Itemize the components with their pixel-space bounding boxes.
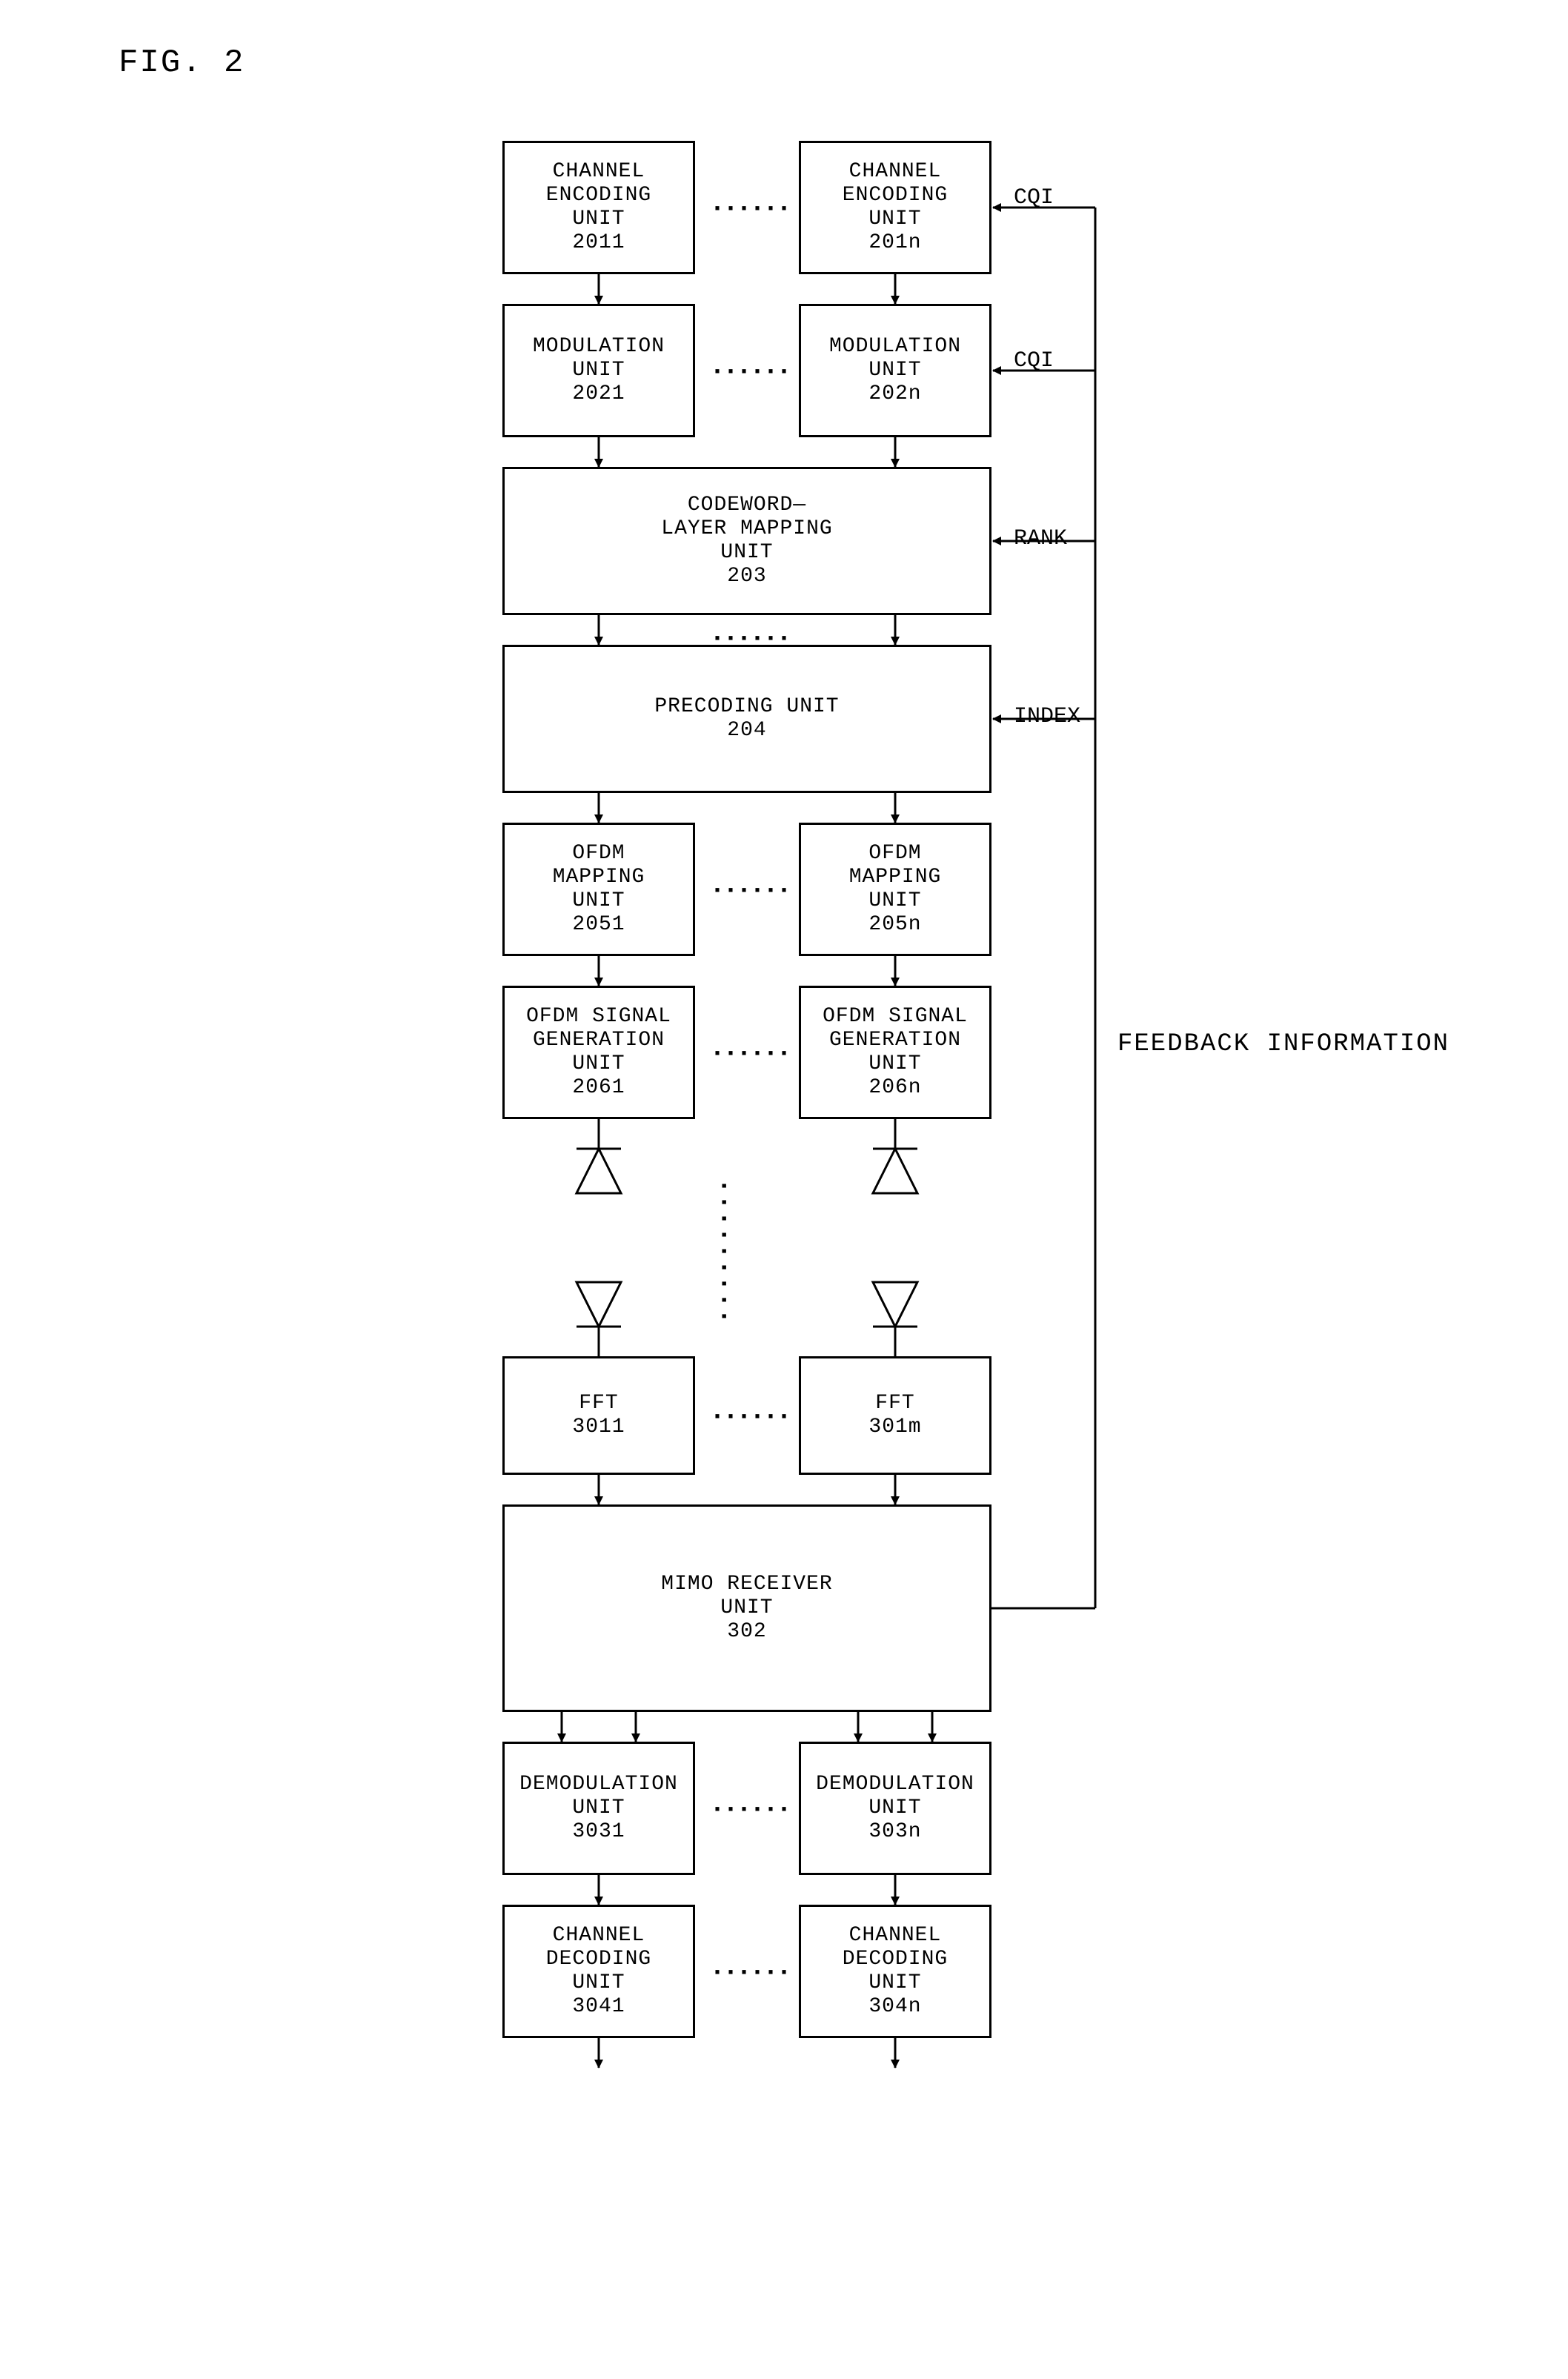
block-codeword-layer-mapping: CODEWORD— LAYER MAPPING UNIT 203	[502, 467, 991, 615]
block-text: PRECODING UNIT 204	[654, 695, 839, 743]
label-cqi-1: CQI	[1014, 185, 1054, 210]
block-text: CODEWORD— LAYER MAPPING UNIT 203	[661, 494, 832, 589]
block-channel-encoding-1: CHANNEL ENCODING UNIT 2011	[502, 141, 695, 274]
label-cqi-2: CQI	[1014, 348, 1054, 374]
block-channel-decoding-n: CHANNEL DECODING UNIT 304n	[799, 1905, 991, 2038]
dots: ······	[714, 1794, 794, 1825]
block-text: OFDM SIGNAL GENERATION UNIT 206n	[823, 1005, 968, 1101]
block-ofdm-signal-gen-n: OFDM SIGNAL GENERATION UNIT 206n	[799, 986, 991, 1119]
block-text: MIMO RECEIVER UNIT 302	[661, 1573, 832, 1645]
block-modulation-1: MODULATION UNIT 2021	[502, 304, 695, 437]
block-modulation-n: MODULATION UNIT 202n	[799, 304, 991, 437]
block-demodulation-n: DEMODULATION UNIT 303n	[799, 1742, 991, 1875]
block-demodulation-1: DEMODULATION UNIT 3031	[502, 1742, 695, 1875]
figure-label: FIG. 2	[119, 44, 1538, 82]
block-channel-decoding-1: CHANNEL DECODING UNIT 3041	[502, 1905, 695, 2038]
dots: ······	[714, 1038, 794, 1069]
block-text: OFDM MAPPING UNIT 205n	[849, 842, 942, 938]
block-fft-m: FFT 301m	[799, 1356, 991, 1475]
label-rank: RANK	[1014, 526, 1067, 551]
label-feedback-information: FEEDBACK INFORMATION	[1117, 1030, 1449, 1058]
dots: ·········	[708, 1182, 740, 1329]
block-text: CHANNEL ENCODING UNIT 201n	[843, 160, 948, 256]
block-text: MODULATION UNIT 2021	[533, 335, 665, 407]
block-text: CHANNEL DECODING UNIT 304n	[843, 1924, 948, 2020]
block-mimo-receiver: MIMO RECEIVER UNIT 302	[502, 1504, 991, 1712]
block-text: DEMODULATION UNIT 303n	[816, 1773, 974, 1845]
block-text: FFT 301m	[868, 1392, 921, 1439]
dots: ······	[714, 875, 794, 906]
dots: ······	[714, 1957, 794, 1988]
block-fft-1: FFT 3011	[502, 1356, 695, 1475]
block-ofdm-signal-gen-1: OFDM SIGNAL GENERATION UNIT 2061	[502, 986, 695, 1119]
block-text: FFT 3011	[572, 1392, 625, 1439]
label-index: INDEX	[1014, 704, 1080, 729]
block-diagram: CHANNEL ENCODING UNIT 2011 CHANNEL ENCOD…	[43, 111, 1525, 2297]
block-precoding: PRECODING UNIT 204	[502, 645, 991, 793]
block-text: MODULATION UNIT 202n	[829, 335, 961, 407]
block-channel-encoding-n: CHANNEL ENCODING UNIT 201n	[799, 141, 991, 274]
block-text: CHANNEL DECODING UNIT 3041	[546, 1924, 651, 2020]
block-ofdm-mapping-1: OFDM MAPPING UNIT 2051	[502, 823, 695, 956]
dots: ······	[714, 356, 794, 387]
block-ofdm-mapping-n: OFDM MAPPING UNIT 205n	[799, 823, 991, 956]
block-text: DEMODULATION UNIT 3031	[519, 1773, 678, 1845]
block-text: OFDM SIGNAL GENERATION UNIT 2061	[526, 1005, 671, 1101]
dots: ······	[714, 623, 794, 654]
block-text: CHANNEL ENCODING UNIT 2011	[546, 160, 651, 256]
block-text: OFDM MAPPING UNIT 2051	[553, 842, 645, 938]
dots: ······	[714, 193, 794, 224]
dots: ······	[714, 1401, 794, 1432]
